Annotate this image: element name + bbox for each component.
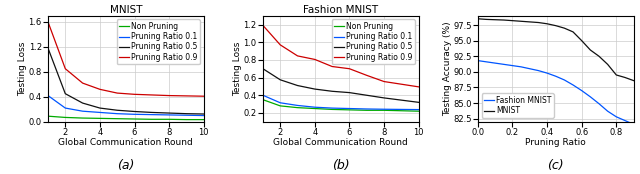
Title: Fashion MNIST: Fashion MNIST	[303, 5, 378, 15]
Y-axis label: Testing Loss: Testing Loss	[18, 42, 27, 96]
X-axis label: Global Communication Round: Global Communication Round	[58, 139, 193, 147]
Y-axis label: Testing Accuracy (%): Testing Accuracy (%)	[443, 21, 452, 116]
Title: MNIST: MNIST	[109, 5, 142, 15]
Legend: Non Pruning, Pruning Ratio 0.1, Pruning Ratio 0.5, Pruning Ratio 0.9: Non Pruning, Pruning Ratio 0.1, Pruning …	[116, 19, 200, 64]
Legend: Non Pruning, Pruning Ratio 0.1, Pruning Ratio 0.5, Pruning Ratio 0.9: Non Pruning, Pruning Ratio 0.1, Pruning …	[332, 19, 415, 64]
X-axis label: Global Communication Round: Global Communication Round	[273, 139, 408, 147]
Text: (c): (c)	[547, 159, 564, 172]
Y-axis label: Testing Loss: Testing Loss	[233, 42, 242, 96]
Text: (b): (b)	[332, 159, 349, 172]
Legend: Fashion MNIST, MNIST: Fashion MNIST, MNIST	[482, 93, 554, 118]
Text: (a): (a)	[117, 159, 134, 172]
X-axis label: Pruning Ratio: Pruning Ratio	[525, 139, 586, 147]
